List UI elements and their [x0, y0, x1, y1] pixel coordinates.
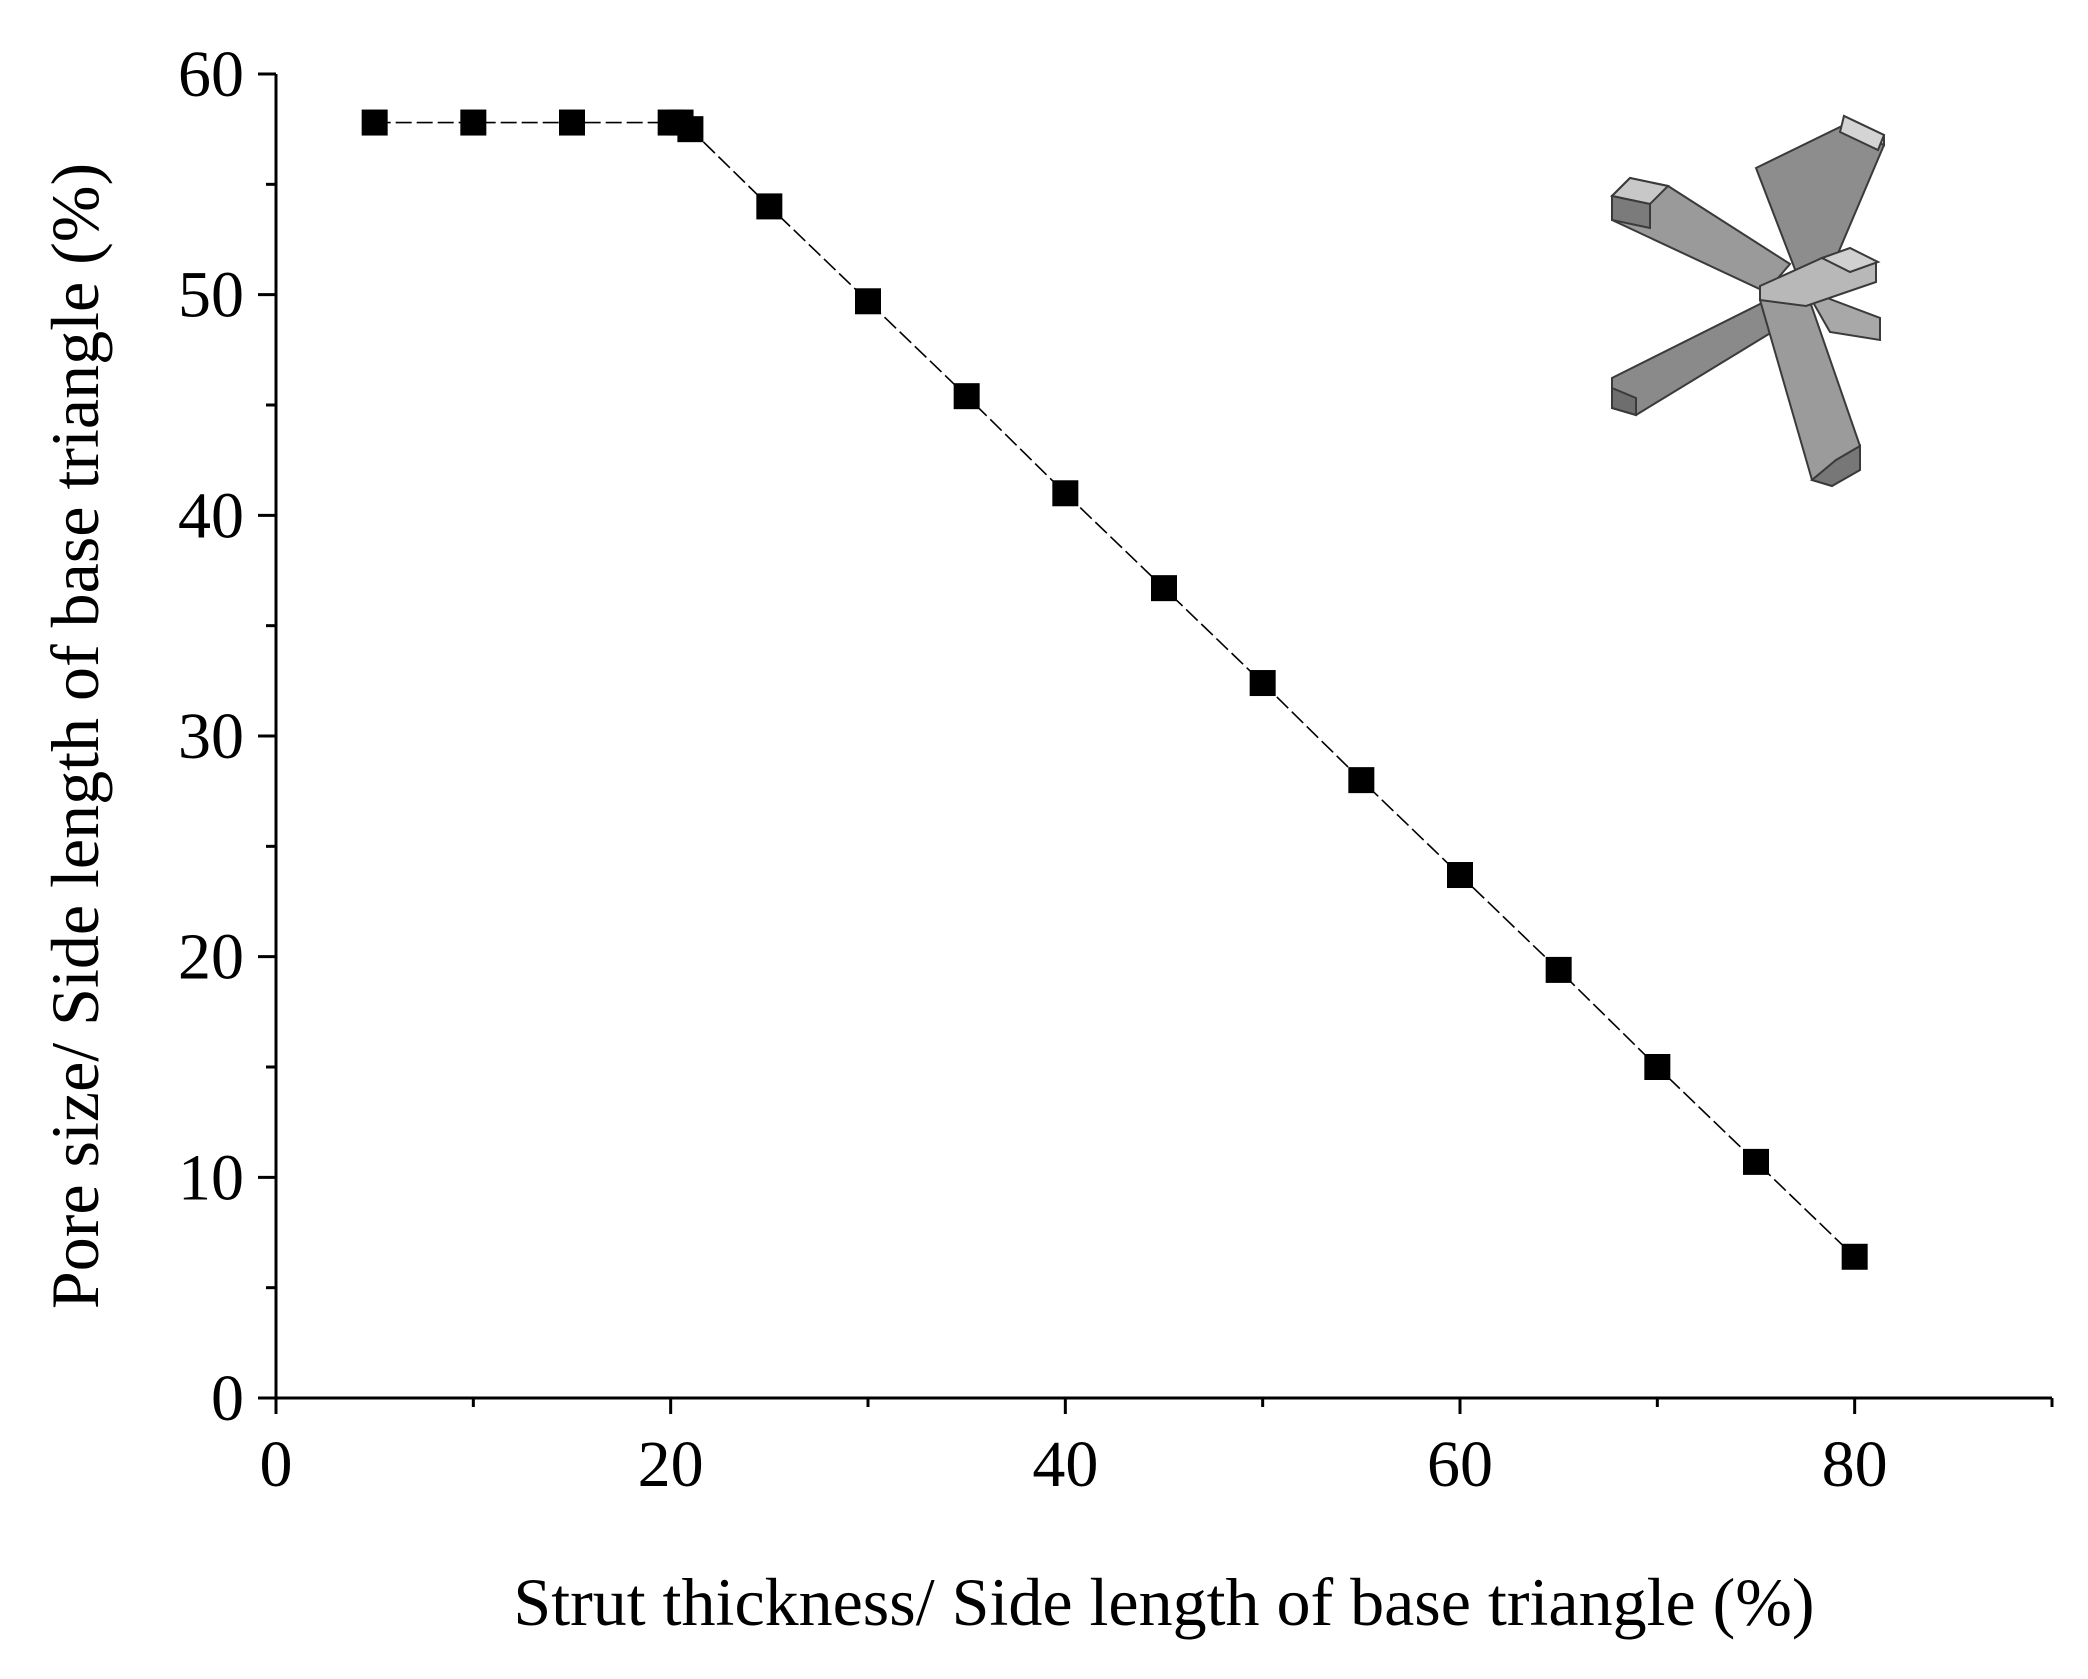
data-point-marker: [953, 383, 980, 410]
data-point-marker: [1545, 956, 1572, 983]
y-tick-label: 40: [178, 479, 244, 552]
x-tick-label: 40: [1032, 1428, 1098, 1501]
y-tick-label: 50: [178, 259, 244, 332]
y-tick-label: 10: [178, 1141, 244, 1214]
data-point-marker: [1743, 1148, 1769, 1175]
data-point-marker: [559, 109, 585, 136]
ticks: [258, 72, 2054, 1414]
data-series: [361, 109, 1868, 1270]
series-line: [374, 121, 1856, 1258]
data-point-marker: [1447, 862, 1473, 889]
tick-labels: 0 20 40 60 80 0 10 20 30 40 50 60: [178, 38, 1888, 1501]
y-axis-title: Pore size/ Side length of base triangle …: [37, 163, 113, 1309]
data-point-marker: [460, 109, 487, 136]
x-tick-label: 60: [1427, 1428, 1493, 1501]
y-tick-label: 60: [178, 38, 244, 111]
data-point-marker: [756, 193, 783, 220]
y-tick-label: 0: [211, 1362, 244, 1435]
x-axis-title: Strut thickness/ Side length of base tri…: [513, 1564, 1814, 1640]
data-point-marker: [361, 109, 388, 136]
x-tick-label: 0: [260, 1428, 293, 1501]
data-point-marker: [1644, 1054, 1671, 1080]
data-point-marker: [1841, 1243, 1868, 1270]
y-tick-label: 30: [178, 700, 244, 773]
data-point-marker: [855, 288, 881, 315]
axes: [274, 74, 2052, 1400]
tetrapod-strut-unit-cell-inset: [1609, 114, 1886, 488]
data-point-marker: [1151, 575, 1177, 602]
x-tick-label: 80: [1822, 1428, 1888, 1501]
x-tick-label: 20: [638, 1428, 704, 1501]
data-point-marker: [1052, 480, 1079, 507]
data-point-marker: [677, 116, 704, 143]
data-point-marker: [1348, 767, 1375, 794]
y-tick-label: 20: [178, 921, 244, 994]
data-point-marker: [1249, 670, 1276, 697]
